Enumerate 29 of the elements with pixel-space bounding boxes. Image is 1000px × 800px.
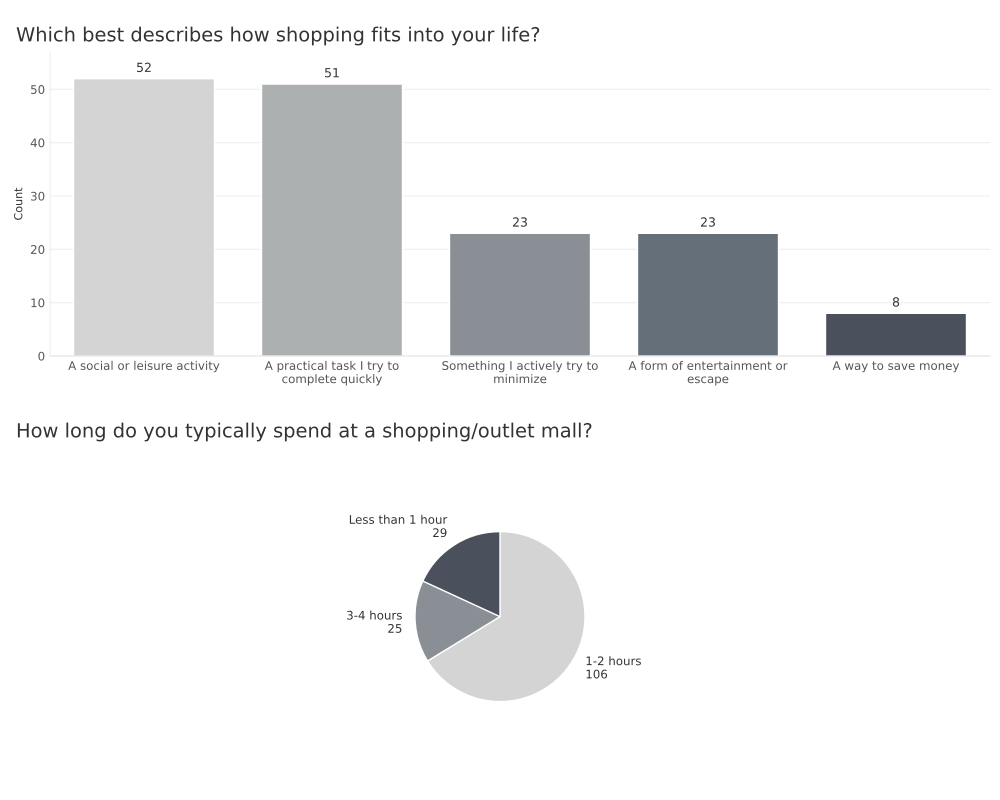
x-tick-label: Something I actively try to minimize bbox=[442, 360, 598, 384]
data-label: 25 bbox=[388, 624, 402, 633]
y-tick-label: 20 bbox=[30, 245, 44, 254]
y-tick-label: 0 bbox=[38, 352, 44, 361]
data-label: 23 bbox=[700, 217, 715, 227]
data-label: 23 bbox=[512, 217, 527, 227]
x-tick-label: A way to save money bbox=[832, 361, 960, 372]
slice-label: Less than 1 hour bbox=[350, 514, 448, 524]
slice-label: 3-4 hours bbox=[347, 610, 402, 620]
bar bbox=[448, 232, 592, 356]
chart-title: How long do you typically spend at a shopping/outlet mall? bbox=[18, 422, 592, 442]
y-axis-title: Count bbox=[14, 188, 22, 220]
data-label: 51 bbox=[325, 68, 339, 78]
y-tick-label: 30 bbox=[31, 192, 44, 201]
data-label: 8 bbox=[892, 297, 900, 307]
data-label: 106 bbox=[586, 670, 608, 679]
data-label: 29 bbox=[433, 528, 446, 538]
bar bbox=[824, 312, 968, 356]
x-tick-label: A form of entertainment or escape bbox=[628, 360, 788, 386]
data-label: 52 bbox=[137, 62, 151, 72]
y-tick-label: 40 bbox=[30, 138, 44, 148]
chart-title: Which best describes how shopping fits into your life? bbox=[16, 26, 540, 46]
x-tick-label: A practical task I try to complete quickly bbox=[264, 360, 399, 386]
slice-label: 1-2 hours bbox=[586, 656, 641, 666]
bar bbox=[260, 83, 404, 356]
bar bbox=[636, 232, 780, 356]
y-tick-label: 50 bbox=[31, 85, 44, 94]
x-tick-label: A social or leisure activity bbox=[68, 360, 220, 372]
y-tick-label: 10 bbox=[31, 298, 44, 308]
